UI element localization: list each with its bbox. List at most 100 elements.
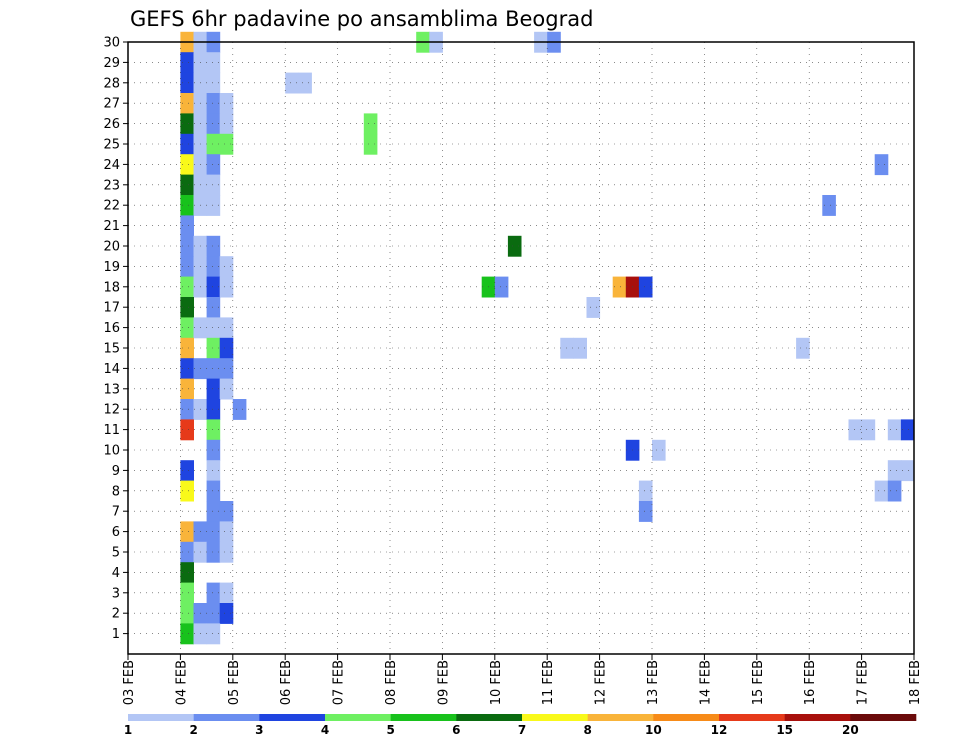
x-tick-label: 18 FEB xyxy=(908,660,923,705)
heatmap-cell xyxy=(206,439,221,461)
x-tick-label: 06 FEB xyxy=(279,660,294,705)
heatmap-cell xyxy=(219,276,234,298)
heatmap-cell xyxy=(874,154,889,176)
heatmap-cell xyxy=(900,419,915,441)
heatmap-cell xyxy=(206,623,221,645)
heatmap-cell xyxy=(180,256,194,278)
heatmap-cell xyxy=(560,337,574,359)
legend-label: 20 xyxy=(842,723,859,737)
heatmap-cell xyxy=(219,501,234,522)
heatmap-cell xyxy=(206,480,221,502)
x-tick-label: 03 FEB xyxy=(122,660,137,705)
y-tick-label: 27 xyxy=(103,97,120,112)
legend-swatch xyxy=(784,714,851,721)
heatmap-cell xyxy=(363,113,378,135)
heatmap-cell xyxy=(180,276,194,298)
heatmap-cell xyxy=(638,480,653,502)
y-tick-label: 25 xyxy=(103,138,120,153)
heatmap-cell xyxy=(363,133,378,155)
heatmap-cell xyxy=(180,480,194,502)
heatmap-cell xyxy=(219,113,234,135)
heatmap-cell xyxy=(206,358,221,380)
heatmap-cell xyxy=(180,154,194,176)
heatmap-cell xyxy=(206,256,221,278)
y-tick-label: 28 xyxy=(103,76,120,91)
heatmap-cell xyxy=(180,215,194,237)
heatmap-cell xyxy=(507,235,522,257)
y-tick-label: 6 xyxy=(112,525,120,540)
heatmap-cell xyxy=(180,562,194,584)
heatmap-cell xyxy=(206,419,221,441)
legend-label: 2 xyxy=(189,723,197,737)
heatmap-cell xyxy=(206,52,221,74)
heatmap-cell xyxy=(180,52,194,74)
heatmap-cell xyxy=(861,419,876,441)
heatmap-cell xyxy=(180,337,194,359)
heatmap-cell xyxy=(206,521,221,543)
heatmap-cell xyxy=(206,582,221,604)
x-axis: 03 FEB 04 FEB 05 FEB 06 FEB 07 FEB 08 FEB 09 F… xyxy=(122,654,923,705)
heatmap-cell xyxy=(219,93,234,114)
heatmap-cell xyxy=(206,378,221,400)
heatmap-cell xyxy=(586,297,601,318)
heatmap-cell xyxy=(573,337,587,359)
y-tick-label: 12 xyxy=(103,403,120,418)
y-tick-label: 23 xyxy=(103,178,120,193)
y-tick-label: 19 xyxy=(103,260,120,275)
x-tick-label: 08 FEB xyxy=(384,660,399,705)
y-tick-label: 11 xyxy=(103,423,120,438)
heatmap-cell xyxy=(180,541,194,563)
heatmap-cell xyxy=(219,337,234,359)
y-tick-label: 9 xyxy=(112,464,120,479)
legend-swatch xyxy=(587,714,654,721)
heatmap-cell xyxy=(206,603,221,624)
legend-label: 3 xyxy=(255,723,263,737)
heatmap-cell xyxy=(206,337,221,359)
heatmap-cell xyxy=(206,174,221,196)
y-tick-label: 16 xyxy=(103,321,120,336)
y-tick-label: 15 xyxy=(103,342,120,357)
heatmap-cell xyxy=(206,541,221,563)
heatmap-cell xyxy=(219,541,234,563)
legend-label: 8 xyxy=(583,723,591,737)
heatmap-cell xyxy=(652,439,666,461)
y-tick-label: 10 xyxy=(103,444,120,459)
y-tick-label: 21 xyxy=(103,219,120,234)
heatmap-cell xyxy=(206,72,221,94)
heatmap-cell xyxy=(206,399,221,420)
heatmap-cell xyxy=(285,72,299,94)
heatmap-cell xyxy=(180,623,194,645)
heatmap-cell xyxy=(180,72,194,94)
heatmap-cell xyxy=(219,603,234,624)
legend-swatch xyxy=(325,714,391,721)
heatmap-cell xyxy=(219,521,234,543)
legend-swatch xyxy=(653,714,720,721)
heatmap-cell xyxy=(796,337,810,359)
x-tick-label: 11 FEB xyxy=(541,660,556,705)
y-tick-label: 18 xyxy=(103,280,120,295)
x-tick-label: 10 FEB xyxy=(489,660,504,705)
legend-label: 10 xyxy=(645,723,662,737)
heatmap-cell xyxy=(206,154,221,176)
y-tick-label: 8 xyxy=(112,484,120,499)
heatmap-cell xyxy=(206,501,221,522)
y-tick-label: 20 xyxy=(103,240,120,255)
y-tick-label: 2 xyxy=(112,607,120,622)
legend-label: 12 xyxy=(711,723,728,737)
legend-swatch xyxy=(850,714,917,721)
heatmap-cell xyxy=(180,93,194,114)
heatmap-cell xyxy=(219,582,234,604)
heatmap-cell xyxy=(232,399,247,420)
heatmap-cell xyxy=(180,419,194,441)
legend-label: 15 xyxy=(776,723,793,737)
legend-label: 4 xyxy=(321,723,329,737)
legend-swatch xyxy=(259,714,326,721)
y-tick-label: 29 xyxy=(103,56,120,71)
heatmap-cell xyxy=(180,358,194,380)
y-tick-label: 24 xyxy=(103,158,120,173)
heatmap-cell xyxy=(494,276,509,298)
y-tick-label: 1 xyxy=(112,627,120,642)
heatmap-cell xyxy=(219,256,234,278)
legend-swatch xyxy=(128,714,194,721)
